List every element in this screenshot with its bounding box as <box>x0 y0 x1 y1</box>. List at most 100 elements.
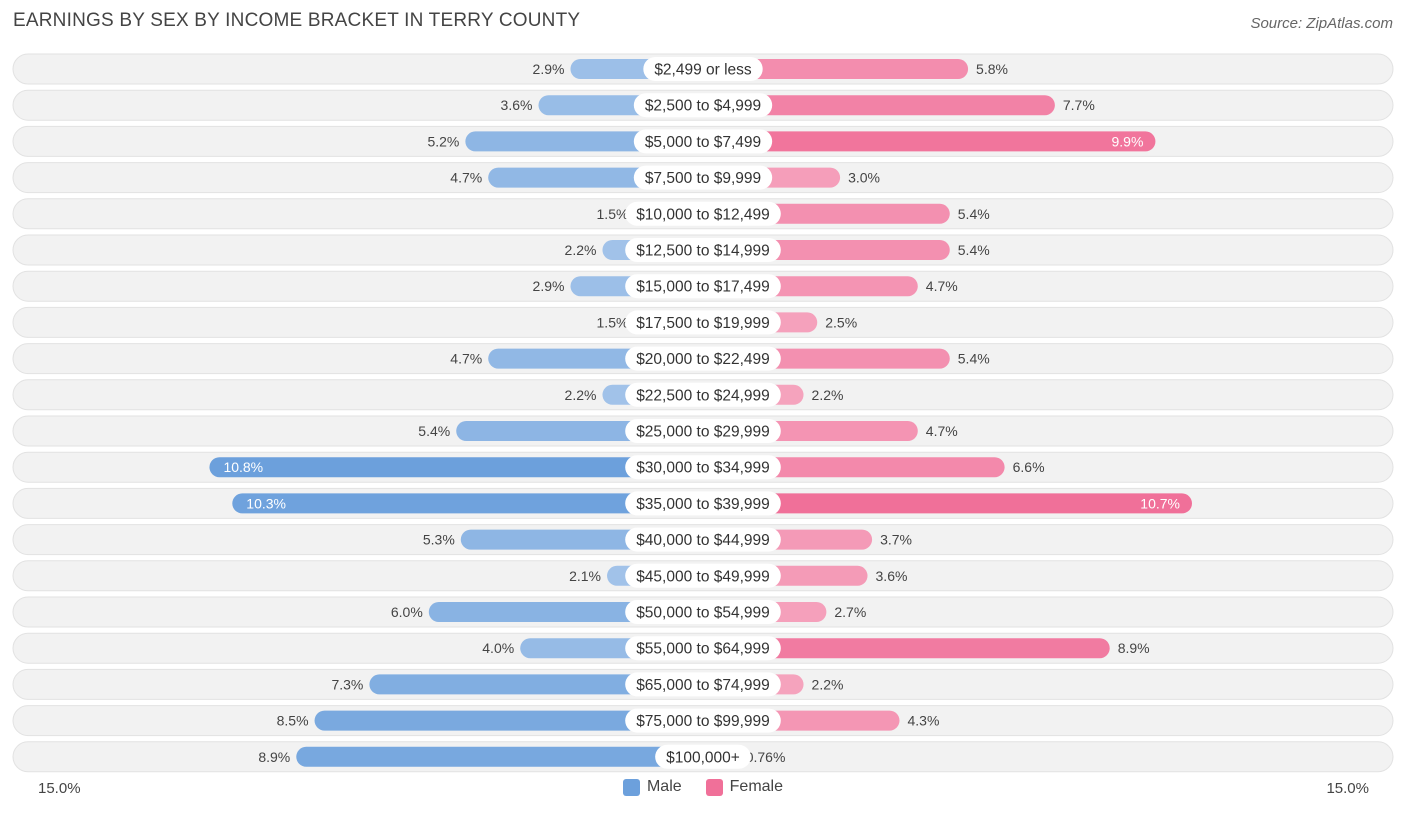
male-value-label: 7.3% <box>331 676 363 692</box>
category-label-pill <box>625 600 781 624</box>
female-value-label: 4.7% <box>926 423 958 439</box>
female-value-label: 3.6% <box>876 568 908 584</box>
legend-label-male: Male <box>646 778 682 795</box>
male-value-label: 6.0% <box>391 604 423 620</box>
female-value-label: 2.2% <box>812 676 844 692</box>
male-bar <box>296 746 703 767</box>
category-label-pill <box>625 563 781 588</box>
category-label-pill <box>625 491 781 516</box>
axis-right-label: 15.0% <box>1326 780 1369 797</box>
category-label: $25,000 to $29,999 <box>636 424 770 441</box>
female-value-label: 9.9% <box>1112 133 1144 149</box>
female-value-label: 5.8% <box>976 61 1008 77</box>
female-value-label: 3.7% <box>880 532 912 548</box>
category-label-pill <box>655 744 751 769</box>
male-value-label: 4.7% <box>450 170 482 186</box>
category-label-pill <box>633 129 773 154</box>
category-label: $45,000 to $49,999 <box>636 568 770 585</box>
category-label: $35,000 to $39,999 <box>636 496 770 513</box>
male-value-label: 3.6% <box>501 97 533 113</box>
category-label-pill <box>625 636 781 661</box>
female-bar <box>703 59 969 79</box>
male-value-label: 8.9% <box>258 749 290 765</box>
legend-swatch-male <box>622 778 640 796</box>
category-label: $7,500 to $9,999 <box>645 170 761 187</box>
category-label: $50,000 to $54,999 <box>636 605 770 622</box>
legend-label-female: Female <box>729 778 784 795</box>
female-value-label: 5.4% <box>958 242 990 258</box>
legend-swatch-female <box>705 778 723 796</box>
category-label-pill <box>633 165 773 190</box>
male-value-label: 5.4% <box>418 423 450 439</box>
male-bar <box>369 674 703 695</box>
category-label: $10,000 to $12,499 <box>636 206 770 223</box>
female-bar <box>703 131 1156 152</box>
male-value-label: 4.0% <box>482 640 514 656</box>
female-value-label: 2.7% <box>834 604 866 620</box>
female-value-label: 7.7% <box>1063 97 1095 113</box>
male-value-label: 8.5% <box>277 713 309 729</box>
legend-item-female[interactable]: Female <box>705 778 784 796</box>
category-label-pill <box>625 346 781 371</box>
female-value-label: 0.76% <box>746 749 786 765</box>
category-label: $65,000 to $74,999 <box>636 677 770 694</box>
category-label-pill <box>643 57 763 81</box>
male-value-label: 2.1% <box>569 568 601 584</box>
female-value-label: 3.0% <box>848 170 880 186</box>
male-value-label: 1.5% <box>597 206 629 222</box>
category-label: $17,500 to $19,999 <box>636 315 770 332</box>
male-value-label: 1.5% <box>597 314 629 330</box>
legend-item-male[interactable]: Male <box>622 778 682 796</box>
category-label: $2,500 to $4,999 <box>645 98 761 115</box>
female-value-label: 8.9% <box>1118 640 1150 656</box>
chart-title: EARNINGS BY SEX BY INCOME BRACKET IN TER… <box>13 10 581 31</box>
category-label-pill <box>633 93 773 118</box>
male-value-label: 2.9% <box>533 278 565 294</box>
male-value-label: 10.3% <box>246 495 286 511</box>
category-label-pill <box>625 455 781 480</box>
female-bar <box>703 638 1110 659</box>
category-label: $75,000 to $99,999 <box>636 713 770 730</box>
category-label-pill <box>625 708 781 733</box>
female-value-label: 2.5% <box>825 314 857 330</box>
female-value-label: 4.3% <box>908 713 940 729</box>
female-value-label: 10.7% <box>1140 495 1180 511</box>
female-bar <box>703 95 1055 116</box>
category-label: $12,500 to $14,999 <box>636 243 770 260</box>
male-value-label: 4.7% <box>450 351 482 367</box>
category-label: $15,000 to $17,499 <box>636 279 770 296</box>
female-bar <box>703 493 1192 514</box>
axis-left-label: 15.0% <box>38 780 81 797</box>
category-label: $20,000 to $22,499 <box>636 351 770 368</box>
category-label: $100,000+ <box>666 749 740 766</box>
category-label-pill <box>625 274 781 299</box>
category-label-pill <box>625 382 781 407</box>
male-value-label: 10.8% <box>223 459 263 475</box>
male-value-label: 2.2% <box>565 387 597 403</box>
male-value-label: 2.9% <box>533 61 565 77</box>
male-value-label: 2.2% <box>565 242 597 258</box>
category-label: $30,000 to $34,999 <box>636 460 770 477</box>
chart-source: Source: ZipAtlas.com <box>1250 15 1393 32</box>
male-bar <box>209 457 703 478</box>
male-bar <box>314 710 703 731</box>
category-label: $2,499 or less <box>654 62 752 79</box>
category-label-pill <box>625 238 781 262</box>
category-label-pill <box>625 310 781 335</box>
category-label: $55,000 to $64,999 <box>636 641 770 658</box>
category-label: $5,000 to $7,499 <box>645 134 761 151</box>
legend: Male Female <box>0 778 1406 796</box>
category-label-pill <box>625 201 781 226</box>
male-value-label: 5.3% <box>423 532 455 548</box>
male-bar <box>232 493 704 514</box>
female-value-label: 4.7% <box>926 278 958 294</box>
male-value-label: 5.2% <box>427 133 459 149</box>
female-value-label: 5.4% <box>958 351 990 367</box>
female-value-label: 5.4% <box>958 206 990 222</box>
female-value-label: 6.6% <box>1013 459 1045 475</box>
female-value-label: 2.2% <box>812 387 844 403</box>
category-label-pill <box>625 672 781 697</box>
category-label-pill <box>625 419 781 443</box>
category-label-pill <box>625 527 781 552</box>
